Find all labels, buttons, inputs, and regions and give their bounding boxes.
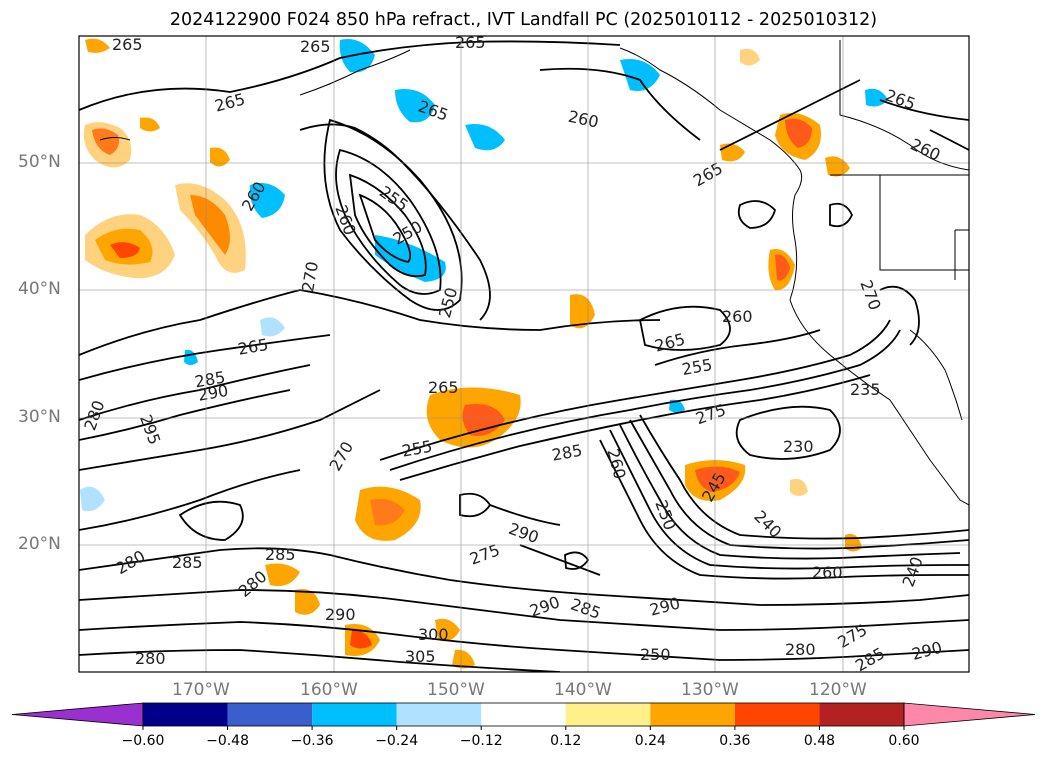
colorbar-tick-label: 0.60	[888, 733, 920, 749]
contour-label: 250	[651, 497, 679, 532]
contour-label: 260	[331, 202, 359, 237]
contour-label: 260	[567, 107, 601, 132]
colorbar	[11, 702, 1036, 730]
contour-label: 255	[376, 182, 412, 215]
shading-layer	[80, 38, 888, 669]
coastline-layer	[99, 40, 969, 506]
contour-label: 260	[908, 135, 944, 165]
contour-label: 265	[455, 33, 486, 52]
colorbar-tick-label: 0.36	[719, 733, 751, 749]
contour-label: 285	[172, 553, 203, 572]
contour-label: 300	[418, 625, 449, 644]
lon-label: 170°W	[172, 680, 230, 700]
lon-label: 150°W	[427, 680, 485, 700]
contour-label: 265	[428, 378, 459, 397]
contour-label: 290	[527, 592, 562, 620]
lon-label: 120°W	[809, 680, 867, 700]
colorbar-segment	[650, 703, 735, 726]
contour-label: 280	[785, 640, 816, 659]
contour-label: 265	[300, 37, 331, 56]
colorbar-tick-label: −0.48	[206, 733, 249, 749]
colorbar-tick-label: 0.24	[634, 733, 666, 749]
contour-label: 290	[196, 381, 229, 405]
colorbar-segment	[396, 703, 482, 726]
contour-label: 265	[883, 85, 918, 113]
contour-label: 270	[325, 438, 357, 474]
contour-label: 235	[850, 380, 881, 399]
colorbar-extend-low	[11, 702, 144, 727]
colorbar-tick-label: −0.24	[375, 733, 419, 749]
colorbar-tick-label: 0.48	[803, 733, 836, 749]
colorbar-segment	[819, 703, 904, 726]
contour-label: 230	[783, 437, 814, 456]
contour-label: 260	[603, 447, 629, 481]
colorbar-segment	[481, 703, 566, 726]
contour-label: 265	[653, 329, 687, 355]
contour-label: 295	[136, 412, 164, 447]
contour-label: 240	[898, 554, 926, 589]
contour-label: 280	[113, 546, 149, 578]
contour-label: 275	[467, 540, 502, 568]
colorbar-frame	[142, 702, 905, 727]
contour-label: 285	[852, 644, 888, 676]
lon-label: 140°W	[554, 680, 612, 700]
contour-label: 280	[80, 398, 108, 433]
contour-label: 250	[640, 645, 671, 664]
colorbar-tick-label: 0.12	[550, 733, 582, 749]
contour-label: 275	[834, 620, 870, 652]
lon-label: 160°W	[300, 680, 358, 700]
contour-label: 290	[648, 593, 682, 619]
colorbar-segment	[143, 703, 228, 726]
contour-label: 255	[680, 355, 713, 379]
contour-label: 285	[550, 441, 583, 465]
contour-label: 270	[856, 277, 884, 312]
colorbar-segment	[227, 703, 313, 726]
contour-layer	[79, 40, 969, 672]
colorbar-segment	[312, 703, 397, 726]
lat-label: 40°N	[18, 279, 61, 299]
colorbar-segment	[734, 703, 820, 726]
contour-label: 280	[135, 649, 166, 668]
contour-label: 260	[812, 563, 843, 582]
colorbar-extend-high	[903, 702, 1036, 727]
contour-label: 265	[213, 89, 247, 115]
contour-label: 290	[910, 638, 944, 664]
map-frame	[78, 35, 970, 673]
lat-label: 20°N	[18, 534, 61, 554]
colorbar-tick-label: −0.60	[121, 733, 165, 749]
contour-label: 290	[506, 519, 541, 547]
colorbar-tick-label: −0.36	[290, 733, 334, 749]
lat-label: 50°N	[18, 152, 61, 172]
contour-label: 265	[236, 335, 269, 359]
contour-label: 285	[265, 545, 296, 564]
contour-label: 290	[325, 605, 356, 624]
contour-label: 265	[112, 35, 143, 54]
map-title: 2024122900 F024 850 hPa refract., IVT La…	[169, 10, 878, 30]
colorbar-tick-label: −0.12	[459, 733, 503, 749]
contour-label: 275	[693, 400, 728, 428]
contour-label: 280	[235, 567, 271, 601]
graticule	[79, 36, 969, 672]
lat-label: 30°N	[18, 407, 61, 427]
colorbar-segment	[565, 703, 651, 726]
lon-label: 130°W	[681, 680, 739, 700]
contour-label: 270	[298, 260, 322, 293]
contour-label: 285	[568, 595, 603, 623]
contour-label: 260	[722, 307, 753, 326]
contour-label: 305	[405, 647, 436, 666]
